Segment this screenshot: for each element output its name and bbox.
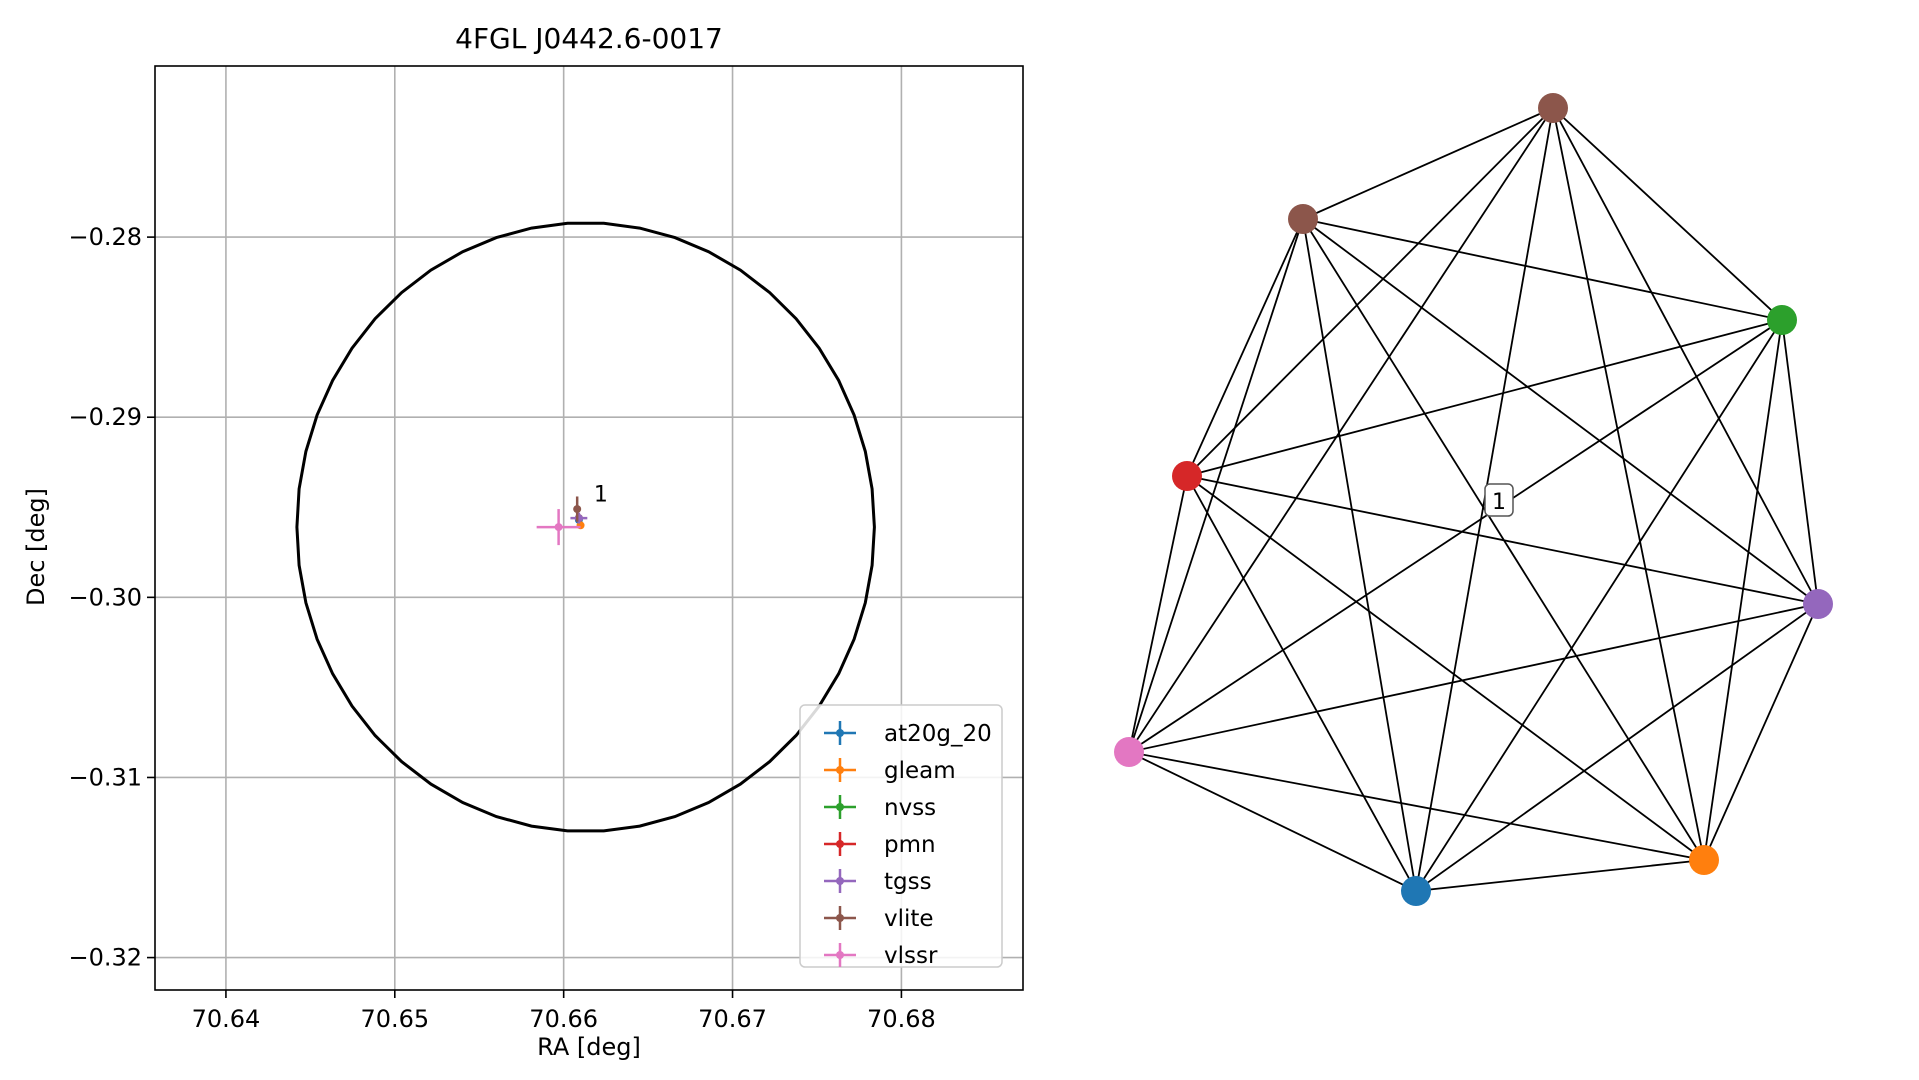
graph-edge — [1302, 218, 1819, 605]
center-label-box — [1484, 483, 1514, 517]
graph-edge — [1552, 107, 1705, 861]
graph-node-vlssr — [1114, 737, 1144, 767]
legend-label: vlite — [884, 906, 934, 932]
graph-nodes — [1114, 93, 1833, 906]
graph-edge — [1703, 603, 1819, 861]
sky-position-chart: 4FGL J0442.6-0017 1 70.64 70.65 70.66 70.67… — [22, 22, 1024, 1061]
graph-edge — [1128, 218, 1304, 753]
cluster-annotation-label: 1 — [594, 483, 608, 508]
legend-item-gleam: gleam — [824, 758, 956, 784]
graph-edge — [1128, 603, 1819, 753]
graph-edge — [1781, 319, 1819, 605]
graph-edge — [1186, 218, 1304, 477]
x-axis-ticks: 70.64 70.65 70.66 70.67 70.68 — [192, 990, 936, 1033]
legend-item-nvss: nvss — [824, 795, 936, 821]
graph-node-vlite — [1538, 93, 1568, 123]
graph-node-vlite — [1288, 204, 1318, 234]
match-network-graph: 1 — [1114, 93, 1833, 906]
x-tick-label: 70.65 — [360, 1005, 429, 1033]
graph-edge — [1552, 107, 1783, 321]
graph-edge — [1302, 218, 1417, 892]
graph-edges — [1128, 107, 1819, 892]
legend-label: nvss — [884, 795, 936, 821]
graph-edge — [1128, 107, 1554, 753]
graph-edge — [1128, 319, 1783, 753]
source-point-vlssr — [536, 509, 581, 546]
y-axis-ticks: −0.28 −0.29 −0.30 −0.31 −0.32 — [68, 223, 155, 972]
point-marker — [554, 523, 563, 532]
source-points — [536, 496, 588, 546]
graph-node-at20g_20 — [1401, 876, 1431, 906]
chart-title: 4FGL J0442.6-0017 — [455, 22, 723, 55]
legend-label: gleam — [884, 758, 956, 784]
x-tick-label: 70.67 — [698, 1005, 767, 1033]
x-tick-label: 70.64 — [192, 1005, 261, 1033]
graph-edge — [1186, 475, 1819, 605]
y-tick-label: −0.29 — [68, 403, 142, 431]
graph-edge — [1128, 751, 1417, 892]
legend-swatch-marker — [836, 766, 844, 774]
localization-ellipse — [295, 221, 876, 833]
x-axis-label: RA [deg] — [537, 1033, 641, 1061]
graph-edge — [1128, 475, 1188, 753]
graph-edge — [1552, 107, 1819, 605]
y-tick-label: −0.32 — [68, 944, 142, 972]
point-marker — [573, 505, 582, 514]
graph-edge — [1703, 319, 1783, 861]
graph-edge — [1186, 107, 1554, 477]
graph-node-gleam — [1689, 845, 1719, 875]
legend-label: pmn — [884, 832, 936, 858]
legend-item-vlssr: vlssr — [824, 943, 938, 969]
legend-swatch-marker — [836, 951, 844, 959]
legend-item-tgss: tgss — [824, 869, 932, 895]
graph-edge — [1415, 603, 1819, 892]
legend-item-vlite: vlite — [824, 906, 934, 932]
x-tick-label: 70.68 — [867, 1005, 936, 1033]
graph-edge — [1186, 475, 1417, 892]
y-axis-label: Dec [deg] — [22, 488, 50, 606]
graph-node-nvss — [1767, 305, 1797, 335]
graph-edge — [1186, 319, 1783, 477]
legend-swatch-marker — [836, 803, 844, 811]
legend-swatch-marker — [836, 840, 844, 848]
legend-label: at20g_20 — [884, 721, 992, 747]
legend-label: tgss — [884, 869, 932, 895]
graph-edge — [1415, 859, 1705, 892]
graph-edge — [1415, 319, 1783, 892]
y-tick-label: −0.30 — [68, 583, 142, 611]
graph-edge — [1186, 475, 1705, 861]
y-tick-label: −0.28 — [68, 223, 142, 251]
axes-frame — [154, 65, 1024, 991]
source-point-vlite — [573, 496, 582, 522]
center-label-text: 1 — [1492, 490, 1506, 515]
y-tick-label: −0.31 — [68, 763, 142, 791]
source-point-tgss — [570, 512, 588, 524]
legend-label: vlssr — [884, 943, 938, 969]
legend-swatch-marker — [836, 877, 844, 885]
graph-edge — [1128, 751, 1705, 861]
legend-item-at20g_20: at20g_20 — [824, 721, 992, 747]
graph-node-tgss — [1803, 589, 1833, 619]
legend-swatch-marker — [836, 729, 844, 737]
graph-edge — [1302, 107, 1554, 220]
graph-edge — [1302, 218, 1783, 321]
graph-center-label: 1 — [1484, 483, 1514, 517]
x-tick-label: 70.66 — [529, 1005, 598, 1033]
graph-node-pmn — [1172, 461, 1202, 491]
legend-swatch-marker — [836, 914, 844, 922]
legend-item-pmn: pmn — [824, 832, 936, 858]
